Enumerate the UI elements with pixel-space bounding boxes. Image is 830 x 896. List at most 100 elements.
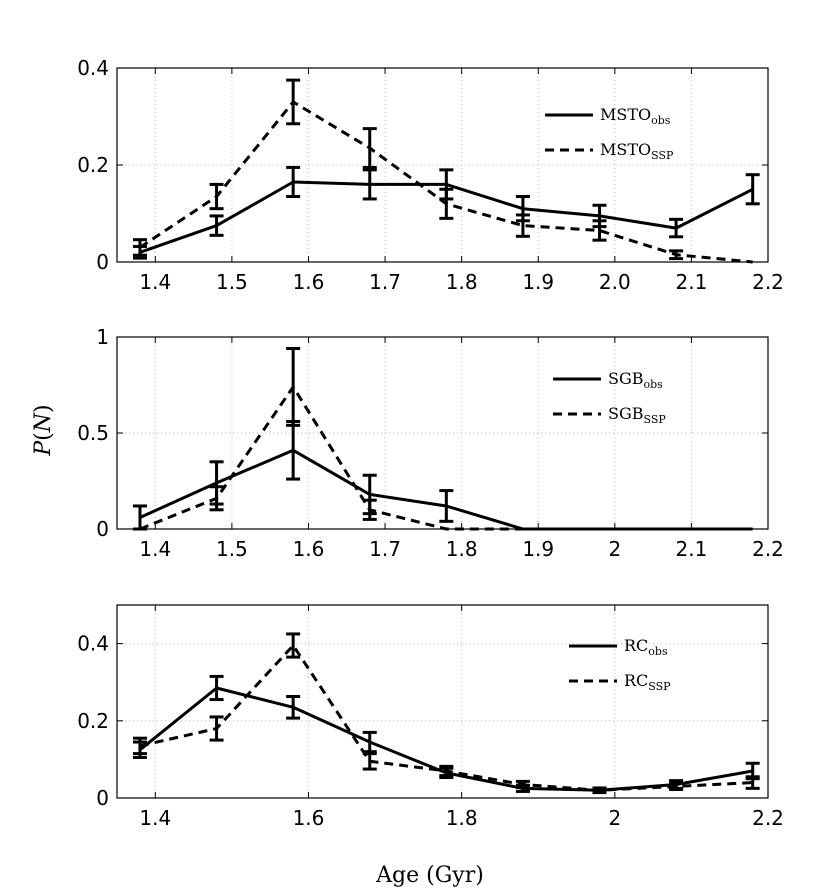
legend-subscript: obs — [644, 378, 664, 391]
legend-subscript: obs — [648, 645, 668, 658]
legend-subscript: SSP — [648, 680, 671, 693]
x-tick-label: 1.7 — [369, 270, 401, 294]
plot-frame — [116, 67, 769, 263]
ylabel-close: ) — [31, 404, 56, 413]
series-line — [139, 385, 753, 531]
series-sgb-ssp — [139, 347, 753, 531]
error-bar — [439, 764, 454, 778]
error-bar — [669, 781, 684, 792]
error-bar — [362, 730, 377, 754]
error-bar — [745, 775, 760, 790]
y-tick-label: 0 — [96, 250, 109, 274]
panel-top: 1.4 1.5 1.6 1.7 1.8 1.9 2.0 2.1 2.2 0 0.2 0.4 MSTOob… — [77, 56, 784, 294]
series-sgb-obs — [132, 419, 753, 531]
x-tick-label: 2 — [608, 537, 621, 561]
x-tick-label: 2.0 — [599, 270, 631, 294]
error-bar — [132, 736, 147, 756]
legend-name: RC — [624, 636, 648, 655]
y-tick-label: 0 — [96, 517, 109, 541]
x-tick-label: 1.7 — [369, 537, 401, 561]
x-tick-label: 1.9 — [522, 537, 554, 561]
ylabel-open: ( — [31, 432, 56, 441]
error-bar — [515, 213, 530, 238]
error-bar — [362, 752, 377, 771]
x-tick-label: 2.1 — [676, 537, 708, 561]
legend-name: MSTO — [600, 105, 651, 124]
y-tick-label: 0.5 — [77, 421, 109, 445]
panels: 1.4 1.5 1.6 1.7 1.8 1.9 2.0 2.1 2.200.20.4MSTOob… — [77, 56, 784, 830]
error-bar — [132, 238, 147, 257]
legend-entry: RCSSP — [624, 671, 671, 693]
error-bar — [515, 779, 530, 790]
y-tick-label: 0.4 — [77, 56, 109, 80]
legend-subscript: obs — [651, 114, 671, 127]
x-axis-label: Age (Gyr) — [375, 863, 484, 888]
error-bar — [132, 504, 147, 531]
x-tick-label: 1.6 — [293, 270, 325, 294]
error-bar — [286, 694, 301, 720]
x-tick-label: 2.2 — [752, 537, 784, 561]
error-bar — [439, 489, 454, 523]
legend-name: RC — [624, 671, 648, 690]
error-bar — [209, 214, 224, 237]
x-tick-label: 1.4 — [139, 270, 171, 294]
x-tick-label: 1.4 — [139, 806, 171, 830]
error-bar — [286, 632, 301, 659]
error-bar — [209, 715, 224, 742]
panel-middle: 1.4 1.5 1.6 1.7 1.8 1.9 2 2.1 2.200.51SGBobsSGBS… — [77, 325, 784, 561]
x-tick-label: 1.5 — [216, 270, 248, 294]
x-tick-label: 2 — [608, 806, 621, 830]
y-tick-label: 0.2 — [77, 709, 109, 733]
x-tick-label: 2.2 — [752, 270, 784, 294]
plot-frame — [116, 604, 769, 799]
x-tick-label: 1.4 — [139, 537, 171, 561]
series-msto-ssp — [132, 78, 753, 264]
legend-subscript: SSP — [651, 149, 674, 162]
x-tick-label: 1.6 — [293, 806, 325, 830]
ylabel-n: N — [31, 412, 56, 433]
x-tick-label: 1.9 — [522, 270, 554, 294]
error-bar — [286, 165, 301, 199]
error-bar — [286, 419, 301, 481]
error-bar — [286, 78, 301, 126]
y-tick-label: 0.4 — [77, 632, 109, 656]
y-axis-label: P(N) — [31, 404, 56, 456]
error-bar — [209, 485, 224, 512]
y-tick-label: 0.2 — [77, 153, 109, 177]
ylabel-p: P — [31, 440, 56, 457]
y-tick-label: 0 — [96, 786, 109, 810]
legend-subscript: SSP — [644, 413, 667, 426]
legend-name: SGB — [608, 369, 644, 388]
legend-name: MSTO — [600, 140, 651, 159]
error-bar — [669, 217, 684, 239]
x-tick-label: 2.2 — [752, 806, 784, 830]
x-tick-label: 1.8 — [446, 806, 478, 830]
x-tick-label: 2.1 — [676, 270, 708, 294]
legend-entry: MSTOobs — [600, 105, 671, 127]
error-bar — [592, 219, 607, 242]
x-tick-label: 1.6 — [293, 537, 325, 561]
x-tick-label: 1.5 — [216, 537, 248, 561]
error-bar — [592, 786, 607, 794]
legend-entry: SGBSSP — [608, 404, 666, 426]
error-bar — [439, 187, 454, 220]
legend-entry: RCobs — [624, 636, 668, 658]
error-bar — [209, 182, 224, 211]
error-bar — [745, 173, 760, 206]
x-tick-label: 1.8 — [446, 537, 478, 561]
error-bar — [669, 249, 684, 261]
error-bar — [362, 498, 377, 521]
legend-name: SGB — [608, 404, 644, 423]
legend-entry: MSTOSSP — [600, 140, 674, 162]
y-tick-label: 1 — [96, 325, 109, 349]
error-bar — [362, 168, 377, 201]
error-bar — [286, 347, 301, 427]
series-rc-ssp — [132, 632, 760, 794]
error-bar — [209, 674, 224, 702]
x-tick-label: 1.8 — [446, 270, 478, 294]
